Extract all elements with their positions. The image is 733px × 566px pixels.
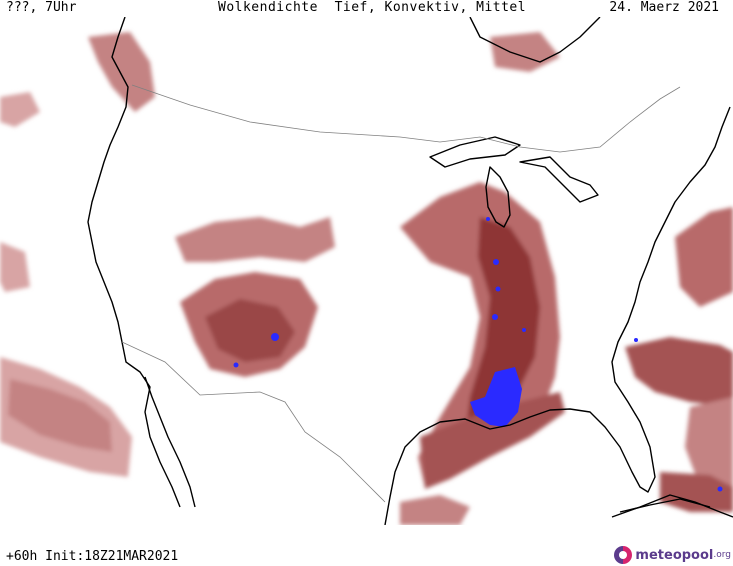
- convective-cell: [492, 314, 498, 320]
- cloud-southwest-core: [205, 299, 295, 362]
- convective-cell: [233, 362, 239, 368]
- cloud-pacific-sw-core: [8, 379, 112, 452]
- meteopool-logo[interactable]: meteopool .org: [614, 544, 731, 566]
- hudson-bay: [469, 17, 601, 63]
- convective-cell: [717, 486, 723, 492]
- cloud-atlantic-mid: [625, 337, 733, 407]
- convective-cells: [233, 217, 723, 492]
- great-lakes-michigan: [485, 166, 511, 228]
- forecast-date: 24. Maerz 2021: [609, 0, 719, 15]
- convective-cell: [634, 338, 638, 342]
- great-lakes-huron-erie: [519, 156, 599, 203]
- cloud-density-map: [0, 17, 733, 525]
- cloud-atlantic-north: [675, 207, 733, 307]
- us-canada-border: [131, 84, 681, 153]
- meteopool-logo-icon: [614, 546, 633, 564]
- cloud-pacific-west: [0, 92, 40, 127]
- map-title: Wolkendichte Tief, Konvektiv, Mittel: [218, 0, 527, 15]
- run-info: +60h Init:18Z21MAR2021: [6, 549, 179, 564]
- convective-cell: [493, 259, 499, 265]
- cloud-plains-core: [465, 217, 540, 437]
- convective-cell: [522, 328, 526, 332]
- coastlines: [87, 17, 733, 525]
- baja-peninsula: [144, 376, 196, 508]
- cloud-gulf: [420, 392, 565, 489]
- cloud-ontario: [490, 32, 560, 72]
- convective-cell: [271, 333, 279, 341]
- cloud-fields: [0, 32, 733, 525]
- convective-gulf-cluster: [470, 367, 522, 427]
- cloud-west-pacific-mid: [0, 242, 30, 292]
- cloud-caribbean: [660, 472, 733, 512]
- logo-name: meteopool: [635, 547, 714, 563]
- pacific-coastline: [87, 17, 181, 508]
- cloud-rockies: [175, 217, 335, 262]
- cuba: [619, 498, 711, 513]
- forecast-time-label: ???, 7Uhr: [6, 0, 77, 15]
- cloud-atlantic-south: [685, 397, 733, 497]
- convective-cell: [486, 217, 490, 221]
- convective-cell: [495, 286, 501, 292]
- gulf-coast: [384, 106, 731, 525]
- cloud-mexico-south: [400, 495, 470, 525]
- logo-suffix: .org: [713, 550, 731, 560]
- great-lakes-superior: [429, 136, 521, 168]
- cloud-pacific-nw: [88, 32, 155, 112]
- borders: [121, 84, 681, 503]
- us-mexico-border: [121, 341, 386, 503]
